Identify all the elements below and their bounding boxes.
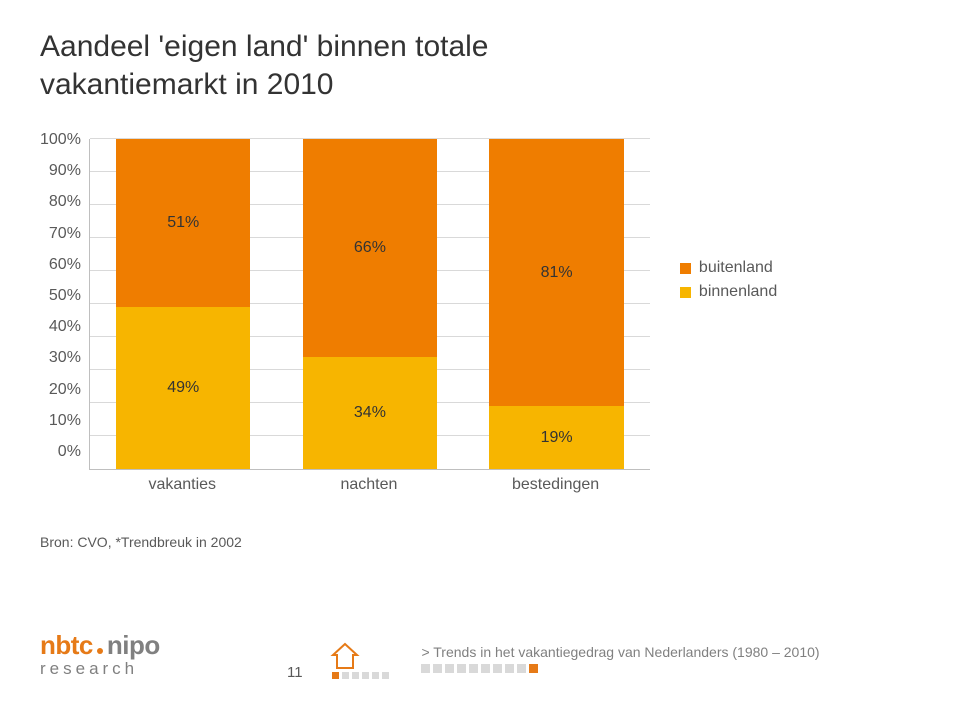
footer-subtitle: > Trends in het vakantiegedrag van Neder… (421, 644, 819, 660)
seg-vakanties-binnenland: 49% (116, 307, 250, 469)
source-note: Bron: CVO, *Trendbreuk in 2002 (40, 534, 920, 550)
ytick: 40% (49, 318, 81, 336)
logo-nbtc: nbtc (40, 630, 93, 661)
ytick: 10% (49, 412, 81, 430)
legend-label: buitenland (699, 259, 773, 277)
page-number: 11 (287, 664, 303, 681)
seg-vakanties-buitenland: 51% (116, 139, 250, 307)
logo-nipo: nipo (107, 630, 160, 661)
logo-dot-icon (97, 648, 103, 654)
ytick: 0% (58, 443, 81, 461)
legend: buitenland binnenland (680, 259, 777, 307)
stacked-bar-chart: 100% 90% 80% 70% 60% 50% 40% 30% 20% 10%… (40, 139, 650, 494)
plot-area: 51% 49% 66% 34% 81% (89, 139, 650, 470)
house-progress-dots (332, 672, 389, 679)
title-line-2: vakantiemarkt in 2010 (40, 68, 334, 101)
ytick: 50% (49, 287, 81, 305)
x-axis: vakanties nachten bestedingen (89, 470, 649, 494)
footer-meta: > Trends in het vakantiegedrag van Neder… (330, 641, 820, 679)
legend-label: binnenland (699, 283, 777, 301)
x-label: bestedingen (462, 470, 649, 494)
subtitle-progress-dots (421, 664, 819, 673)
bars-container: 51% 49% 66% 34% 81% (90, 139, 650, 469)
y-axis: 100% 90% 80% 70% 60% 50% 40% 30% 20% 10%… (40, 131, 89, 461)
footer: nbtc nipo research 11 > Trends in het va… (40, 609, 920, 679)
ytick: 20% (49, 381, 81, 399)
bar-nachten: 66% 34% (277, 139, 464, 469)
seg-nachten-buitenland: 66% (303, 139, 437, 357)
legend-swatch (680, 287, 691, 298)
ytick: 30% (49, 349, 81, 367)
x-label: nachten (276, 470, 463, 494)
seg-bestedingen-buitenland: 81% (489, 139, 623, 406)
legend-swatch (680, 263, 691, 274)
bar-bestedingen: 81% 19% (463, 139, 650, 469)
ytick: 60% (49, 256, 81, 274)
page-title: Aandeel 'eigen land' binnen totale vakan… (40, 28, 920, 103)
title-line-1: Aandeel 'eigen land' binnen totale (40, 30, 489, 63)
ytick: 90% (49, 162, 81, 180)
legend-item-binnenland: binnenland (680, 283, 777, 301)
legend-item-buitenland: buitenland (680, 259, 777, 277)
x-label: vakanties (89, 470, 276, 494)
ytick: 70% (49, 225, 81, 243)
house-icon (330, 641, 389, 679)
ytick: 100% (40, 131, 81, 149)
seg-bestedingen-binnenland: 19% (489, 406, 623, 469)
chart-area: 100% 90% 80% 70% 60% 50% 40% 30% 20% 10%… (40, 139, 920, 494)
logo: nbtc nipo research (40, 630, 160, 679)
ytick: 80% (49, 193, 81, 211)
bar-vakanties: 51% 49% (90, 139, 277, 469)
logo-subtext: research (40, 659, 160, 679)
seg-nachten-binnenland: 34% (303, 357, 437, 469)
